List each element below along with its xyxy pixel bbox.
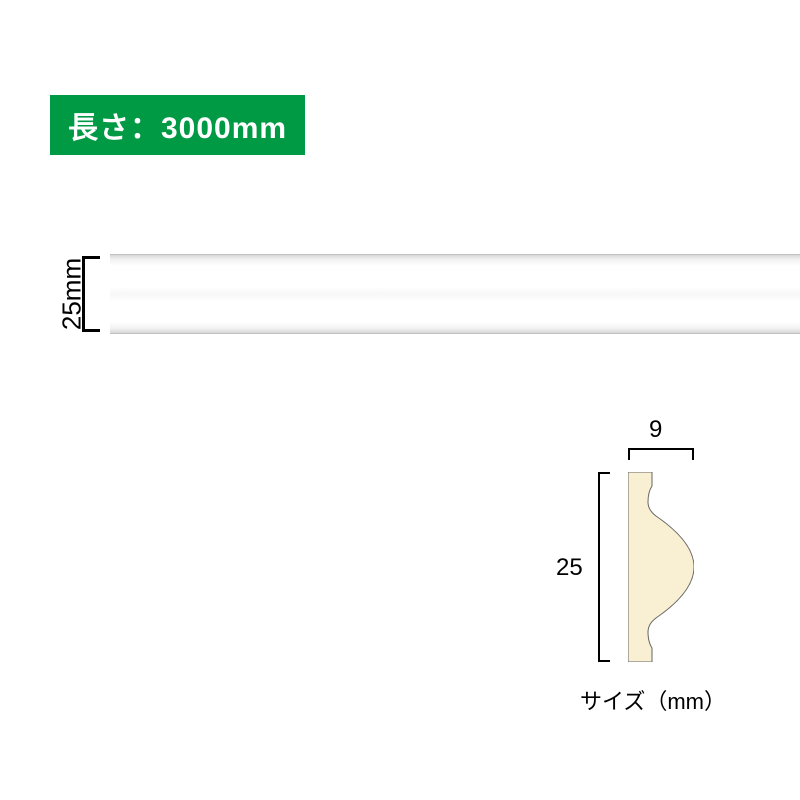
- molding-strip: [110, 254, 800, 334]
- length-badge: 長さ：3000mm: [50, 95, 305, 155]
- height-bracket-profile-icon: [598, 472, 610, 662]
- height-bracket-icon: [82, 256, 100, 332]
- profile-cross-section: [628, 472, 694, 662]
- molding-section: 25mm: [0, 254, 800, 334]
- width-bracket-icon: [628, 448, 694, 460]
- profile-height-label: 25: [556, 554, 583, 582]
- profile-section: 9 25 サイズ（mm）: [470, 418, 750, 758]
- size-caption: サイズ（mm）: [580, 684, 726, 716]
- profile-width-label: 9: [649, 416, 662, 444]
